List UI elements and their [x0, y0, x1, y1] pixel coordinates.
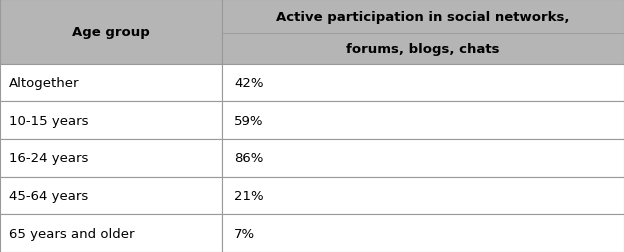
Bar [222, 102, 624, 139]
Text: 86%: 86% [234, 152, 263, 165]
Text: 21%: 21% [234, 189, 263, 202]
Bar [222, 139, 624, 177]
Text: 10-15 years: 10-15 years [9, 114, 89, 127]
Bar [0, 177, 222, 214]
Bar [222, 64, 624, 102]
Text: 42%: 42% [234, 77, 263, 89]
Text: 16-24 years: 16-24 years [9, 152, 89, 165]
Text: 65 years and older: 65 years and older [9, 227, 135, 240]
Text: Altogether: Altogether [9, 77, 80, 89]
Bar [222, 0, 624, 64]
Bar [0, 102, 222, 139]
Text: forums, blogs, chats: forums, blogs, chats [346, 42, 499, 55]
Bar [0, 214, 222, 252]
Text: 7%: 7% [234, 227, 255, 240]
Bar [0, 139, 222, 177]
Text: Age group: Age group [72, 26, 150, 39]
Text: Active participation in social networks,: Active participation in social networks, [276, 11, 570, 24]
Text: 45-64 years: 45-64 years [9, 189, 89, 202]
Bar [222, 214, 624, 252]
Bar [0, 64, 222, 102]
Bar [0, 0, 222, 64]
Text: 59%: 59% [234, 114, 263, 127]
Bar [222, 177, 624, 214]
